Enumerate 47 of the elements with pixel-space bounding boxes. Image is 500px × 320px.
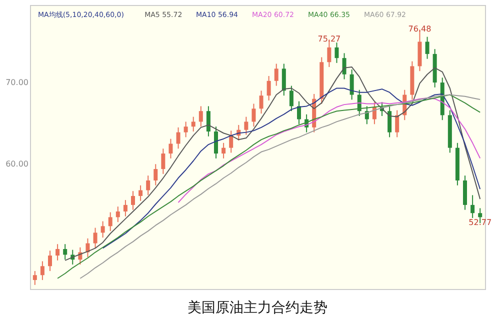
candlestick [168, 138, 173, 159]
candlestick [470, 194, 475, 218]
candlestick [191, 116, 196, 132]
candlestick [372, 102, 376, 125]
candlestick [56, 244, 60, 261]
text: 美国原油主力合约走势 [188, 300, 328, 316]
candlestick [123, 200, 128, 217]
candlestick [297, 100, 301, 125]
candlestick [282, 63, 286, 96]
candlestick [146, 175, 150, 196]
candlestick [395, 110, 400, 138]
candlestick [222, 142, 226, 159]
candlestick [116, 206, 120, 223]
candlestick [100, 220, 105, 238]
candlestick [40, 260, 44, 281]
y-tick-label: 70.00 [6, 78, 28, 88]
candlestick [154, 164, 158, 186]
candlestick [48, 250, 52, 272]
candlestick [206, 106, 210, 137]
candlestick [342, 52, 346, 80]
candlestick [364, 106, 369, 125]
candlestick [274, 63, 278, 86]
annotation: 52.77 [468, 218, 492, 228]
candlestick [244, 116, 248, 136]
candlestick [252, 103, 256, 128]
candlestick [161, 148, 166, 174]
candlestick [184, 121, 188, 138]
candlestick [138, 184, 143, 202]
candlestick [32, 270, 37, 286]
candlestick [289, 85, 294, 112]
candlestick [198, 106, 203, 128]
candlestick [229, 130, 234, 154]
candlestick [334, 42, 339, 64]
y-tick-label: 60.00 [6, 160, 28, 169]
candlestick [350, 68, 354, 100]
candlestick [259, 90, 264, 114]
candlestick [108, 212, 112, 232]
candlestick [266, 76, 271, 101]
candlestick [176, 126, 180, 150]
annotation: 75.27 [318, 34, 341, 44]
annotation: 76.48 [408, 24, 432, 34]
candlestick [93, 227, 98, 249]
candlestick [63, 244, 68, 260]
candlestick [425, 36, 430, 60]
candlestick [214, 126, 218, 159]
candlestick [388, 106, 392, 138]
candlestick [131, 190, 135, 210]
